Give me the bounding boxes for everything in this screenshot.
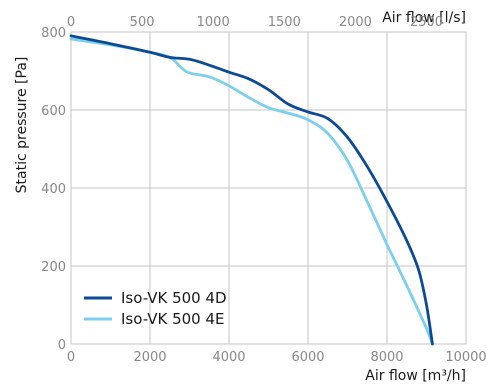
x-top-tick-label: 0 [67,15,75,30]
x-top-tick-label: 1000 [197,15,230,30]
y-axis-title: Static pressure [Pa] [14,57,30,194]
x-tick-label: 2000 [133,350,166,365]
y-tick-label: 600 [41,104,66,119]
y-tick-label: 400 [41,182,66,197]
x-tick-label: 4000 [212,350,245,365]
legend-label-0: Iso-VK 500 4D [121,289,227,307]
series-line-0 [69,34,434,346]
bottom-axis-title: Air flow [m³/h] [365,368,466,384]
top-axis-title: Air flow [l/s] [382,10,466,26]
x-tick-label: 0 [67,350,75,365]
y-tick-label: 800 [41,26,66,41]
x-tick-label: 6000 [291,350,324,365]
y-tick-label: 200 [41,260,66,275]
x-tick-label: 10000 [445,350,486,365]
x-top-tick-label: 2000 [339,15,372,30]
x-top-tick-label: 500 [130,15,155,30]
x-top-tick-label: 2500 [410,15,443,30]
legend-label-1: Iso-VK 500 4E [121,310,225,328]
x-top-tick-label: 1500 [268,15,301,30]
x-tick-label: 8000 [370,350,403,365]
y-tick-label: 0 [58,338,66,353]
